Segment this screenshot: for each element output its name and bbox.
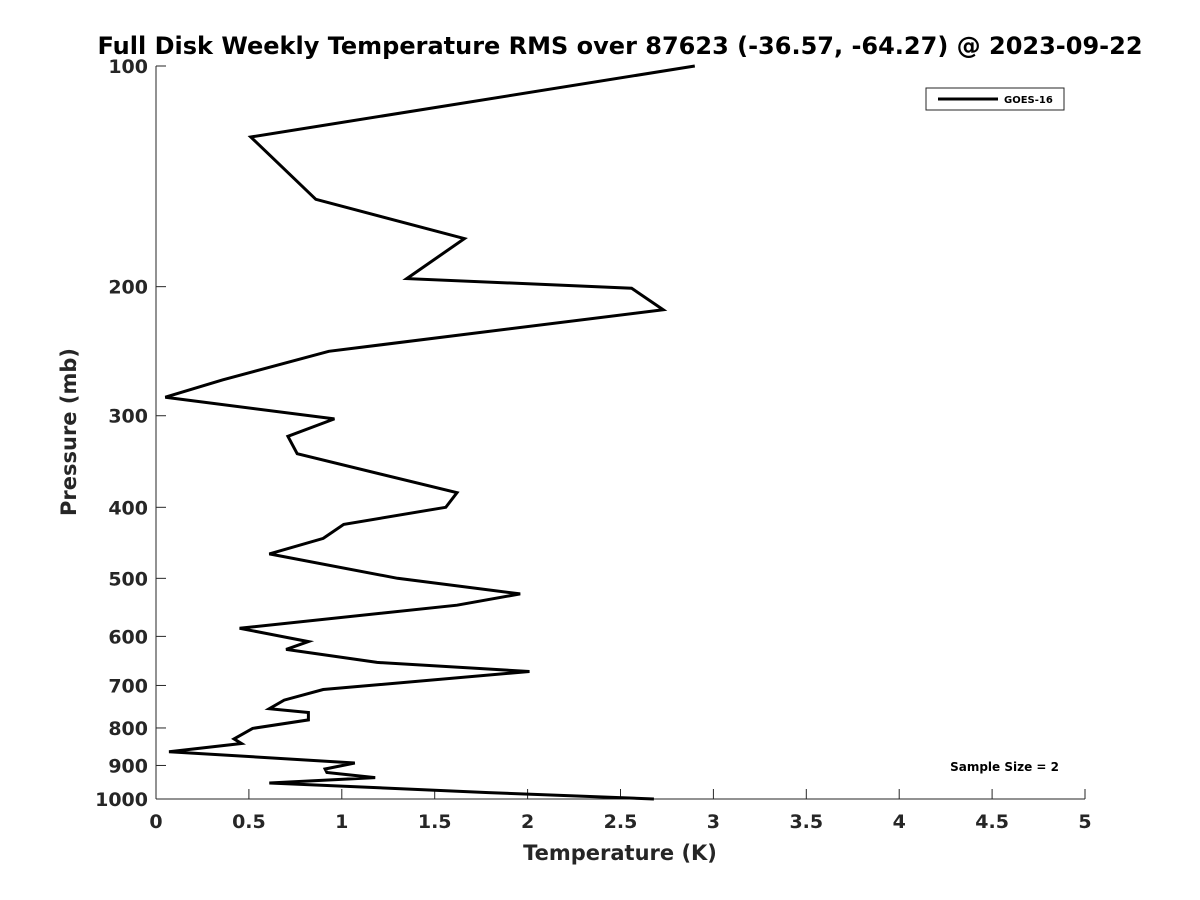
y-tick-label: 200 <box>108 277 148 299</box>
x-tick-label: 2.5 <box>604 811 638 833</box>
x-axis-label: Temperature (K) <box>523 841 717 865</box>
x-tick-label: 0 <box>149 811 162 833</box>
series-line-goes-16 <box>164 64 696 801</box>
x-axis-ticks: 0 0.5 1 1.5 2 2.5 3 3.5 4 4.5 5 <box>149 789 1092 833</box>
x-tick-label: 1.5 <box>418 811 452 833</box>
legend: GOES-16 <box>925 87 1065 111</box>
y-tick-label: 700 <box>108 675 148 697</box>
sample-size-annotation: Sample Size = 2 <box>950 760 1059 774</box>
x-tick-label: 0.5 <box>232 811 266 833</box>
legend-label-goes-16: GOES-16 <box>1004 95 1053 106</box>
y-axis-ticks: 100 200 300 400 500 600 700 800 900 1000 <box>95 56 166 811</box>
x-tick-label: 3.5 <box>789 811 823 833</box>
x-tick-label: 2 <box>521 811 534 833</box>
x-tick-label: 4.5 <box>975 811 1009 833</box>
x-tick-label: 4 <box>893 811 906 833</box>
y-tick-label: 500 <box>108 568 148 590</box>
x-tick-label: 1 <box>335 811 348 833</box>
x-tick-label: 5 <box>1078 811 1091 833</box>
chart-title: Full Disk Weekly Temperature RMS over 87… <box>97 32 1142 60</box>
y-tick-label: 800 <box>108 718 148 740</box>
x-tick-label: 3 <box>707 811 720 833</box>
y-tick-label: 900 <box>108 755 148 777</box>
y-tick-label: 300 <box>108 406 148 428</box>
data-series <box>164 64 696 801</box>
y-tick-label: 600 <box>108 626 148 648</box>
y-tick-label: 400 <box>108 497 148 519</box>
y-axis-label: Pressure (mb) <box>57 348 81 516</box>
y-tick-label: 100 <box>108 56 148 78</box>
y-tick-label: 1000 <box>95 789 148 811</box>
